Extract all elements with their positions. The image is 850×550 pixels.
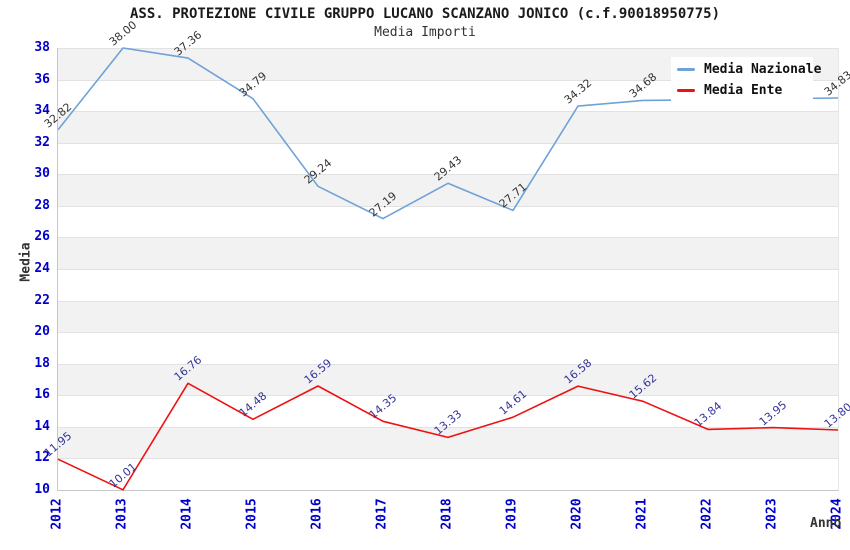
y-tick-label: 10 <box>34 482 50 497</box>
plot-band <box>58 174 838 206</box>
x-tick-label: 2018 <box>439 498 455 530</box>
x-tick-label: 2015 <box>244 498 260 530</box>
y-tick-label: 36 <box>34 71 50 87</box>
y-tick-label: 14 <box>34 418 50 434</box>
y-tick-label: 12 <box>34 450 50 466</box>
legend-label-media-ente: Media Ente <box>704 83 783 98</box>
plot-band <box>58 269 838 301</box>
y-tick-label: 20 <box>34 324 50 340</box>
x-tick-label: 2022 <box>699 498 715 530</box>
plot-band <box>58 205 838 238</box>
y-tick-label: 24 <box>34 261 50 276</box>
x-tick-label: 2019 <box>504 498 520 530</box>
x-tick-label: 2021 <box>634 498 650 530</box>
plot-band <box>58 426 838 459</box>
plot-band <box>58 142 838 175</box>
x-tick-label: 2020 <box>569 498 585 530</box>
legend-item-media-ente: Media Ente <box>677 83 813 98</box>
plot-band <box>58 300 838 333</box>
plot-area: 32.82 38.00 37.36 34.79 29.24 27.19 29.43 27.71… <box>42 18 850 491</box>
y-tick-label: 16 <box>34 387 50 403</box>
x-tick-label: 2014 <box>179 498 195 530</box>
legend-swatch-media-nazionale-icon <box>677 68 695 71</box>
chart-title: ASS. PROTEZIONE CIVILE GRUPPO LUCANO SCA… <box>129 6 720 22</box>
y-tick-label: 28 <box>34 197 50 213</box>
plot-band <box>58 458 838 490</box>
x-tick-label: 2012 <box>49 498 65 530</box>
plot-band <box>58 237 838 269</box>
x-tick-label: 2017 <box>374 498 390 530</box>
plot-band <box>58 395 838 427</box>
y-tick-label: 34 <box>34 103 50 119</box>
legend-swatch-media-ente-icon <box>677 89 695 92</box>
y-tick-label: 26 <box>34 229 50 245</box>
y-tick-label: 22 <box>34 292 50 308</box>
chart-subtitle: Media Importi <box>374 25 476 40</box>
x-tick-label: 2016 <box>309 498 325 530</box>
plot-band <box>58 332 838 364</box>
y-tick-label: 32 <box>34 134 50 150</box>
y-tick-label: 38 <box>34 40 50 55</box>
y-tick-label: 18 <box>34 355 50 371</box>
legend-item-media-nazionale: Media Nazionale <box>677 62 821 77</box>
x-axis-title: Anno <box>810 516 842 531</box>
legend: Media Nazionale Media Ente <box>671 57 821 103</box>
legend-label-media-nazionale: Media Nazionale <box>704 62 822 77</box>
plot-band <box>58 363 838 396</box>
x-tick-label: 2013 <box>114 498 130 530</box>
x-tick-label: 2023 <box>764 498 780 530</box>
plot-band <box>58 111 838 143</box>
y-axis-title: Media <box>18 242 34 282</box>
y-tick-label: 30 <box>34 166 50 182</box>
series-line-media-ente <box>57 382 839 491</box>
